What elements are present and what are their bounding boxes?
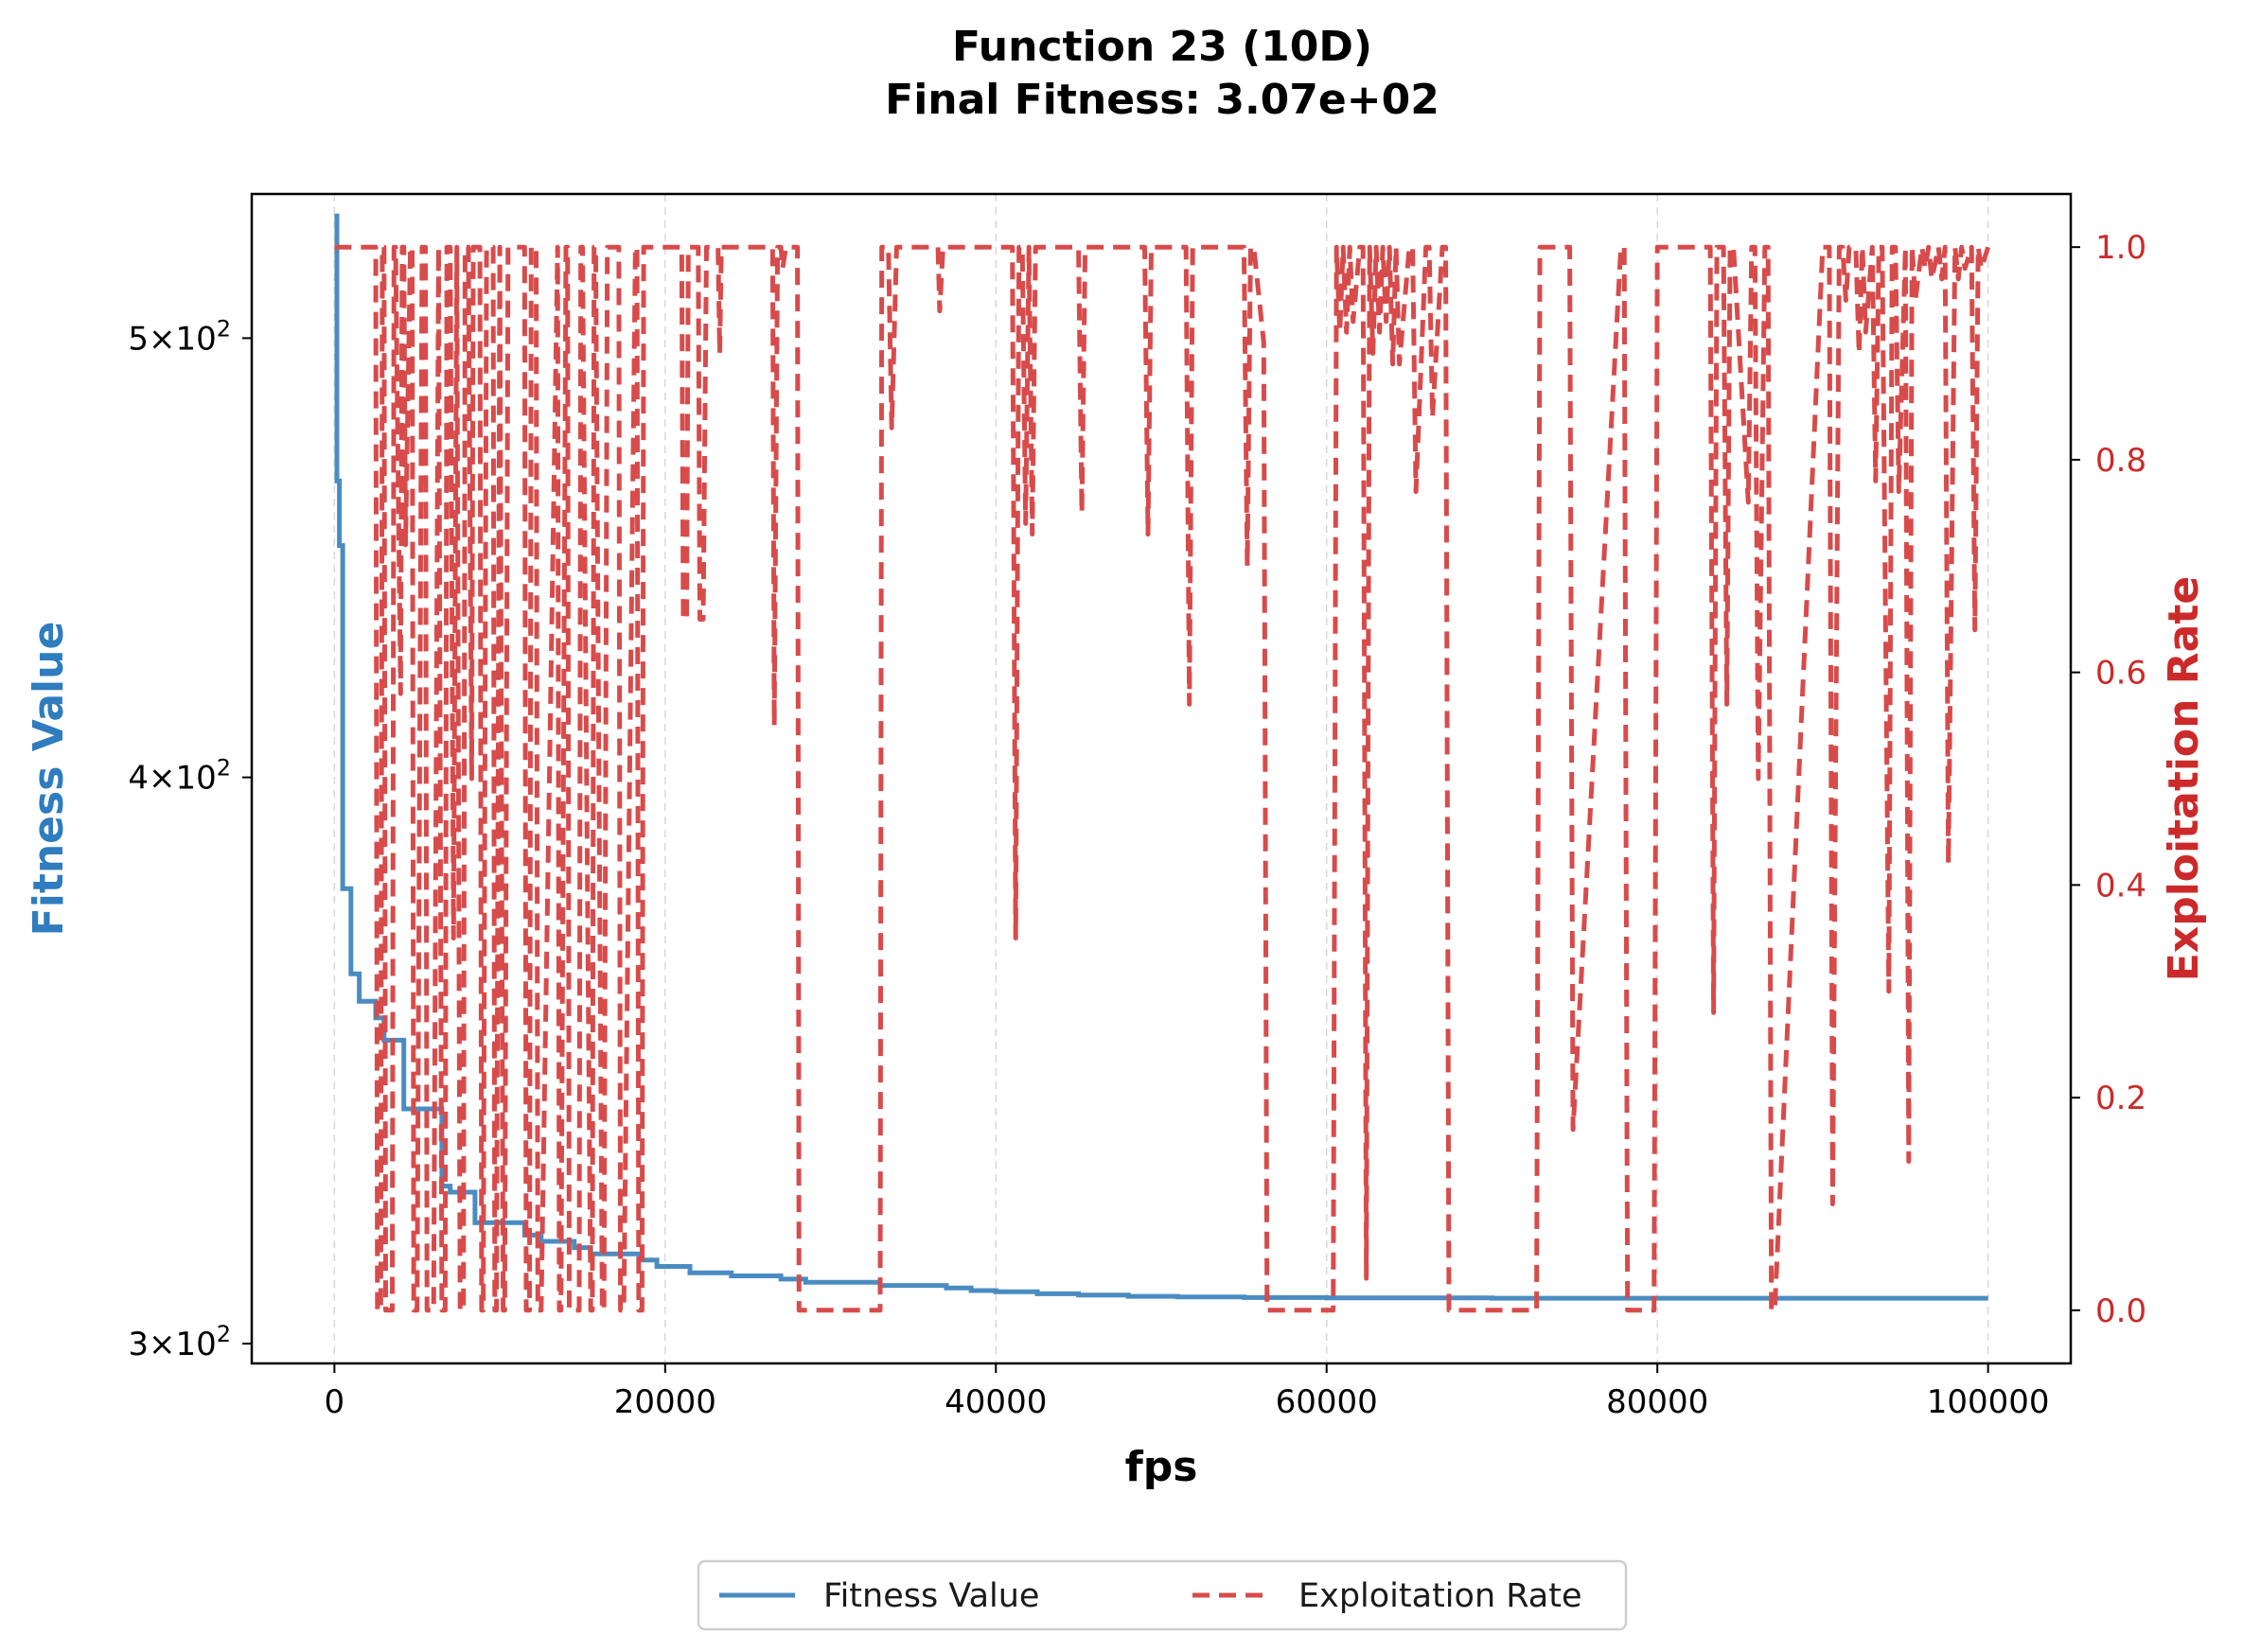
chart-title: Function 23 (10D) xyxy=(952,23,1372,71)
y-right-tick-label: 0.6 xyxy=(2095,655,2146,693)
y-left-tick-label: 5×102 xyxy=(128,315,231,358)
y-right-tick-label: 1.0 xyxy=(2095,229,2146,267)
fitness-series xyxy=(334,213,1988,1301)
x-axis-label: fps xyxy=(1125,1443,1198,1491)
y-right-tick-label: 0.8 xyxy=(2095,442,2146,480)
y-left-tick-label: 4×102 xyxy=(128,755,231,798)
legend-label-fitness: Fitness Value xyxy=(823,1577,1039,1615)
x-tick-label: 20000 xyxy=(614,1383,716,1421)
exploitation-line xyxy=(334,244,1990,1313)
x-tick-label: 0 xyxy=(325,1383,345,1421)
y-axis-right: 0.0 0.2 0.4 0.6 0.8 1.0 xyxy=(2071,229,2146,1330)
x-tick-label: 100000 xyxy=(1927,1383,2050,1421)
y-right-tick-label: 0.4 xyxy=(2095,867,2146,905)
legend: Fitness Value Exploitation Rate xyxy=(697,1559,1628,1631)
x-tick-label: 60000 xyxy=(1276,1383,1378,1421)
fitness-line xyxy=(334,213,1988,1301)
x-tick-label: 40000 xyxy=(945,1383,1047,1421)
x-tick-label: 80000 xyxy=(1606,1383,1708,1421)
legend-label-exploitation: Exploitation Rate xyxy=(1298,1577,1582,1615)
x-axis: 0 20000 40000 60000 80000 100000 xyxy=(325,1363,2050,1421)
plot-frame xyxy=(250,192,2073,1365)
y-axis-left: 5×102 4×102 3×102 xyxy=(128,315,252,1363)
y-right-tick-label: 0.2 xyxy=(2095,1080,2146,1117)
y-left-tick-label: 3×102 xyxy=(128,1321,231,1363)
legend-box xyxy=(697,1559,1628,1631)
y-axis-label-right: Exploitation Rate xyxy=(2160,576,2208,981)
chart-subtitle: Final Fitness: 3.07e+02 xyxy=(885,76,1439,124)
y-right-tick-label: 0.0 xyxy=(2095,1292,2146,1330)
y-axis-label-left: Fitness Value xyxy=(25,622,73,937)
exploitation-series xyxy=(334,244,1990,1313)
